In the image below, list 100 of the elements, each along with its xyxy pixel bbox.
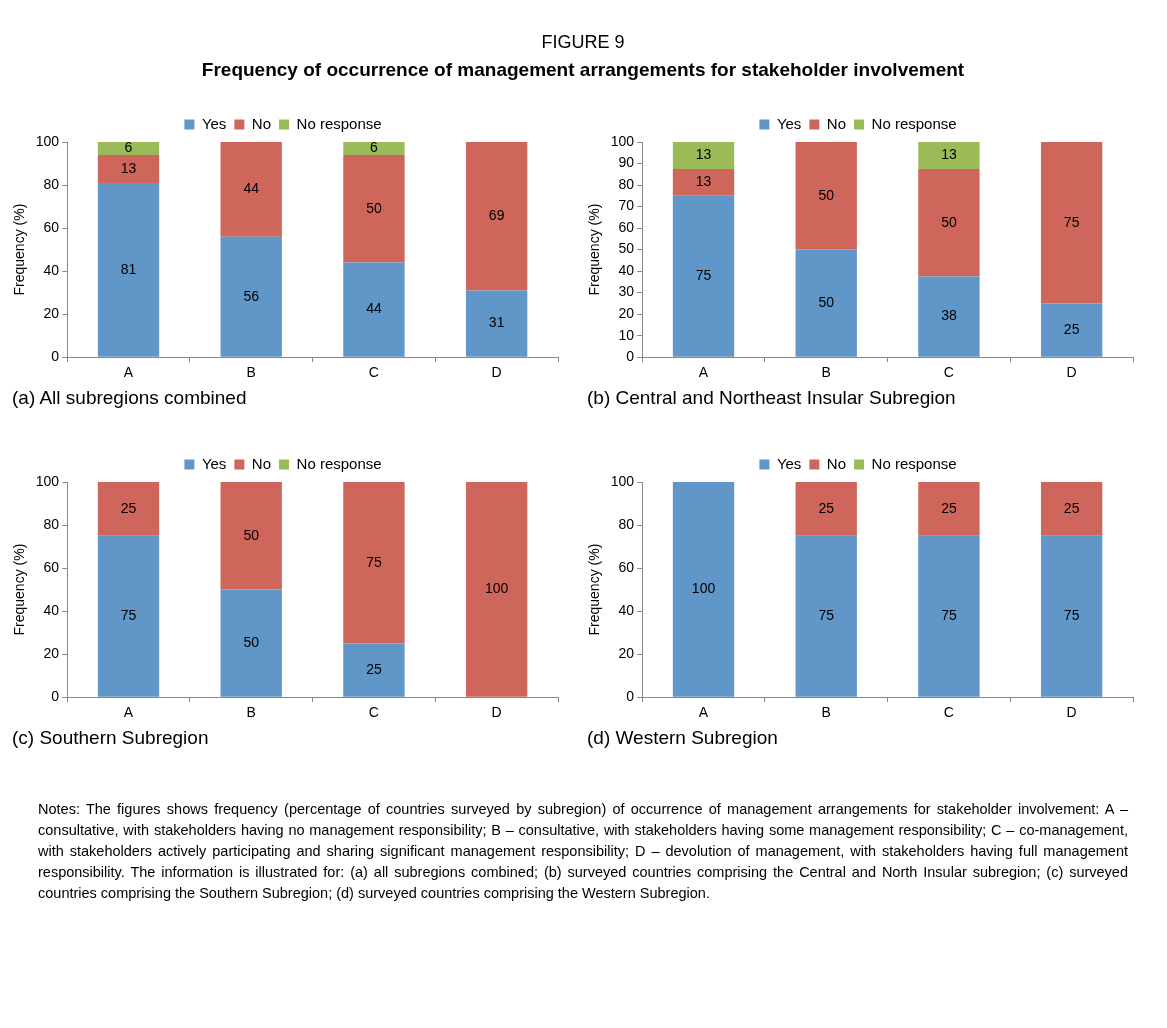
bar: [1040, 303, 1103, 357]
bar: [672, 142, 735, 169]
legend-label: No: [251, 454, 272, 472]
data-label: 25: [1063, 320, 1080, 337]
bar: [465, 142, 528, 291]
bar: [220, 236, 282, 357]
y-axis-title: Frequency (%): [11, 543, 28, 636]
data-label: 50: [243, 526, 260, 543]
bar: [1040, 142, 1103, 304]
legend-label: No: [826, 114, 847, 132]
y-tick-label: 0: [626, 348, 635, 365]
y-tick-label: 60: [43, 558, 60, 575]
bar: [343, 262, 405, 357]
data-label: 75: [941, 607, 957, 624]
bar: [795, 249, 857, 357]
data-label: 50: [243, 634, 260, 651]
data-label: 50: [818, 294, 835, 311]
legend-label: Yes: [201, 454, 227, 472]
y-tick-label: 60: [618, 218, 635, 235]
bar: [97, 482, 160, 536]
caption: FIGURE 9: [540, 32, 626, 53]
y-tick-label: 80: [43, 175, 60, 192]
data-label: 50: [818, 186, 835, 203]
y-tick-label: 20: [618, 645, 635, 662]
bar: [672, 168, 735, 196]
data-label: 13: [941, 146, 957, 163]
data-label: 100: [484, 580, 509, 597]
y-tick-label: 100: [35, 132, 60, 149]
bar: [465, 290, 528, 357]
x-tick-label: A: [123, 704, 134, 721]
bar: [97, 535, 160, 697]
y-tick-label: 100: [610, 132, 635, 149]
data-label: 44: [366, 300, 382, 317]
x-tick-label: C: [368, 704, 379, 721]
bar: [343, 482, 405, 644]
x-tick-label: B: [246, 364, 256, 381]
text: (d) Western Subregion: [587, 727, 779, 749]
bar: [918, 276, 980, 357]
data-label: 13: [695, 173, 712, 190]
x-tick-label: D: [1066, 364, 1077, 381]
data-label: 75: [120, 607, 137, 624]
legend-label: No response: [296, 454, 382, 472]
data-label: 50: [366, 199, 382, 216]
data-label: 25: [366, 660, 382, 677]
data-label: 25: [120, 499, 137, 516]
legend-label: Yes: [776, 454, 802, 472]
bar: [343, 643, 405, 697]
text: (c) Southern Subregion: [12, 727, 210, 749]
bar: [220, 142, 282, 237]
data-label: 50: [941, 213, 957, 230]
data-label: 31: [488, 314, 505, 331]
y-tick-label: 0: [51, 688, 60, 705]
x-tick-label: D: [1066, 704, 1077, 721]
data-label: 56: [243, 287, 260, 304]
data-label: 75: [695, 267, 712, 284]
text: (b) Central and Northeast Insular Subregion: [587, 387, 957, 409]
y-tick-label: 30: [618, 283, 635, 300]
legend-label: No: [826, 454, 847, 472]
x-tick-label: C: [943, 364, 954, 381]
bar: [97, 142, 160, 155]
legend-label: Yes: [776, 114, 802, 132]
x-tick-label: B: [246, 704, 256, 721]
data-label: 75: [1063, 607, 1080, 624]
bar: [918, 142, 980, 169]
bar: [343, 154, 405, 263]
y-tick-label: 90: [618, 154, 635, 171]
y-tick-label: 80: [43, 515, 60, 532]
y-tick-label: 40: [43, 261, 60, 278]
x-tick-label: D: [491, 364, 502, 381]
y-tick-label: 80: [618, 175, 635, 192]
y-tick-label: 0: [51, 348, 60, 365]
y-tick-label: 60: [43, 218, 60, 235]
text: (a) All subregions combined: [12, 387, 248, 409]
legend-label: No response: [871, 454, 957, 472]
y-tick-label: 20: [43, 305, 60, 322]
x-tick-label: B: [821, 704, 831, 721]
data-label: 75: [818, 607, 835, 624]
y-tick-label: 40: [43, 601, 60, 618]
data-label: 25: [1063, 499, 1080, 516]
x-tick-label: C: [368, 364, 379, 381]
x-tick-label: A: [698, 704, 709, 721]
y-axis-title: Frequency (%): [11, 203, 28, 296]
data-label: 25: [941, 499, 957, 516]
bar: [220, 482, 282, 590]
y-tick-label: 20: [43, 645, 60, 662]
y-tick-label: 100: [35, 472, 60, 489]
bar: [97, 182, 160, 357]
bar: [918, 168, 980, 277]
text: Notes: The figures shows frequency (percentage of countries surveyed by subregion) of occurrence of management arrangements for stakeholder involvement: A – consultative, with stakeholders having no management responsibility; B – consultative, with stakeholders having some management responsibility; C – co-management, with stakeholders actively participating and sharing significant management responsibility; D – devolution of management, with stakeholders having full management responsibility. The information is illustrated for: (a) all subregions combined; (b) surveyed countries comprising the Central and North Insular subregion; (c) surveyed countries comprising the Southern Subregion; (d) surveyed countries comprising the Western Subregion.: [37, 800, 1129, 904]
data-label: 81: [120, 260, 137, 277]
y-tick-label: 0: [626, 688, 635, 705]
y-tick-label: 80: [618, 515, 635, 532]
data-label: 38: [941, 307, 957, 324]
bar: [465, 482, 528, 697]
y-tick-label: 100: [610, 472, 635, 489]
x-tick-label: C: [943, 704, 954, 721]
bar: [795, 142, 857, 250]
data-label: 75: [366, 553, 382, 570]
y-tick-label: 40: [618, 601, 635, 618]
data-label: 69: [488, 207, 505, 224]
